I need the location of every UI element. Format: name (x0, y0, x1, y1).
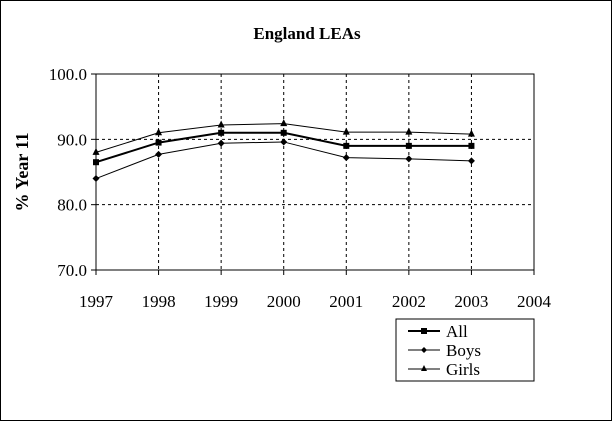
chart-title: England LEAs (253, 24, 361, 43)
x-tick-label: 2000 (267, 292, 301, 311)
data-point-girls (405, 127, 413, 135)
legend-marker-all (421, 328, 427, 334)
gridlines (96, 74, 534, 270)
data-point-all (93, 159, 99, 166)
y-tick-label: 80.0 (57, 196, 87, 215)
axis-ticks: 70.0 80.0 90.0 100.0 1997 1998 1999 2000 2001 200… (49, 65, 552, 311)
data-point-boys (467, 157, 475, 165)
legend-label-all: All (446, 322, 468, 341)
y-tick-label: 70.0 (57, 261, 87, 280)
data-point-boys (342, 154, 350, 162)
x-tick-label: 2004 (517, 292, 552, 311)
series-all (93, 129, 475, 166)
data-point-all (343, 142, 350, 149)
legend-label-girls: Girls (446, 360, 480, 379)
legend-item-boys: Boys (408, 341, 481, 360)
data-point-boys (155, 150, 163, 158)
x-tick-label: 2003 (454, 292, 488, 311)
data-point-girls (92, 147, 100, 155)
legend-item-girls: Girls (408, 360, 480, 379)
data-point-boys (280, 138, 288, 146)
plot-area (95, 73, 535, 271)
data-point-girls (467, 129, 475, 137)
data-point-boys (405, 155, 413, 163)
series-girls (92, 119, 475, 155)
data-point-all (280, 129, 287, 136)
legend-marker-boys (421, 347, 427, 353)
data-point-girls (342, 127, 350, 135)
legend-label-boys: Boys (446, 341, 481, 360)
y-axis-label: % Year 11 (12, 133, 32, 212)
y-tick-label: 100.0 (49, 65, 87, 84)
x-tick-label: 1999 (204, 292, 238, 311)
data-point-all (218, 129, 225, 136)
data-point-girls (217, 120, 225, 128)
series-boys (92, 138, 475, 183)
data-point-boys (217, 139, 225, 147)
data-point-boys (92, 175, 100, 183)
x-tick-label: 1998 (142, 292, 176, 311)
x-tick-label: 1997 (79, 292, 114, 311)
data-point-all (405, 142, 412, 149)
data-point-all (155, 139, 162, 146)
x-tick-label: 2001 (329, 292, 363, 311)
legend-marker-girls (421, 365, 427, 371)
data-point-girls (280, 119, 288, 127)
data-point-girls (155, 128, 163, 136)
data-point-all (468, 142, 475, 149)
y-tick-label: 90.0 (57, 130, 87, 149)
series-group (92, 119, 475, 183)
legend-item-all: All (408, 322, 468, 341)
x-tick-label: 2002 (392, 292, 426, 311)
